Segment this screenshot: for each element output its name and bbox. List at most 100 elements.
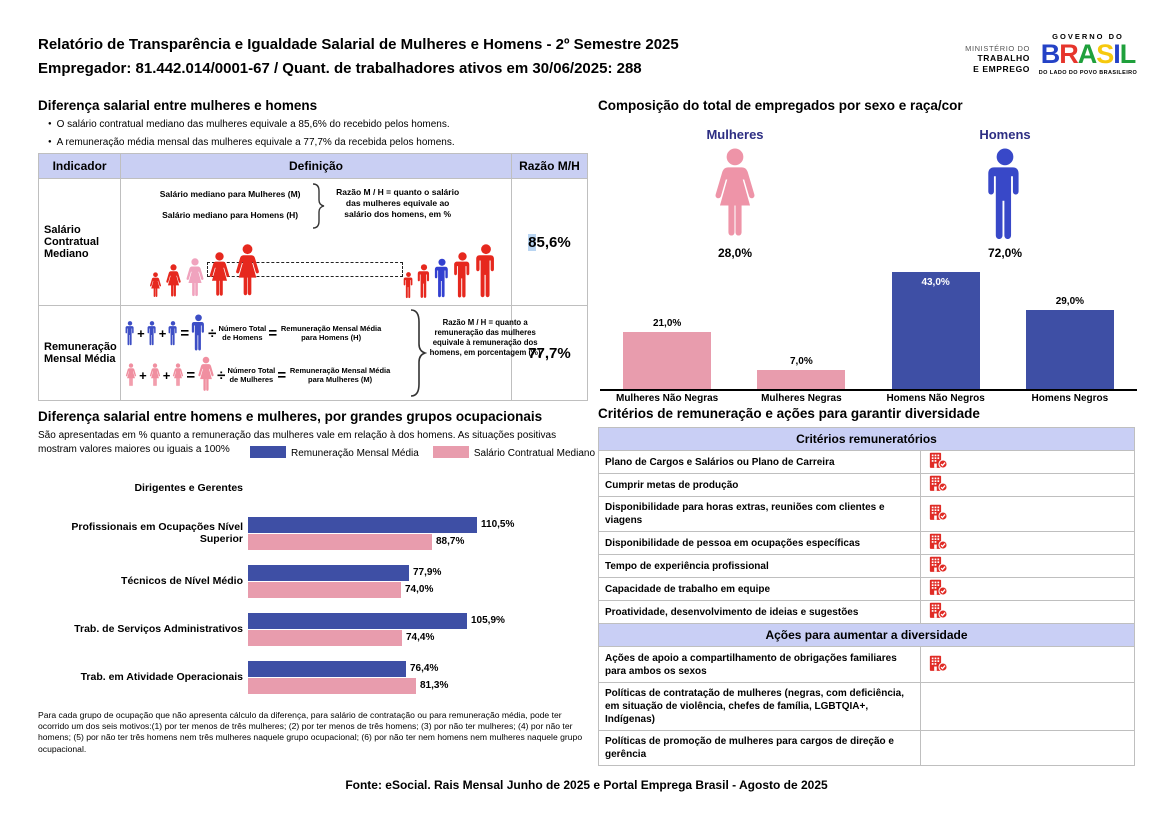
- bar-col-homens-negros: 29,0%: [1003, 296, 1137, 389]
- section-title-occupations: Diferença salarial entre homens e mulher…: [38, 409, 543, 424]
- criteria-row: Proatividade, desenvolvimento de ideias …: [598, 600, 1135, 624]
- criteria-row: Ações de apoio a compartilhamento de obr…: [598, 646, 1135, 683]
- occ-group-tecnicos: Técnicos de Nível Médio 77,9% 74,0%: [38, 557, 588, 605]
- occ-category-label: Técnicos de Nível Médio: [121, 574, 243, 587]
- criteria-row: Disponibilidade para horas extras, reuni…: [598, 496, 1135, 532]
- man-icon: [125, 321, 135, 346]
- man-icon: [453, 252, 472, 299]
- building-check-icon: [929, 579, 948, 596]
- criteria-label: Proatividade, desenvolvimento de ideias …: [598, 600, 921, 624]
- criteria-label: Disponibilidade de pessoa em ocupações e…: [598, 531, 921, 555]
- indicator-table-header-row: Indicador Definição Razão M/H: [37, 153, 589, 179]
- report-title: Relatório de Transparência e Igualdade S…: [38, 36, 679, 53]
- criteria-row: Capacidade de trabalho em equipe: [598, 577, 1135, 601]
- homens-label: Homens: [979, 127, 1031, 142]
- median-definition-lines: Salário mediano para Mulheres (M) Salári…: [151, 189, 309, 231]
- bar-value: 76,4%: [410, 663, 439, 674]
- women-figures-group: [149, 244, 261, 299]
- man-icon: [417, 264, 431, 299]
- criteria-row: Políticas de promoção de mulheres para c…: [598, 730, 1135, 766]
- criteria-row: Políticas de contratação de mulheres (ne…: [598, 682, 1135, 731]
- men-equation: + + = ÷ Número Total de Homens = Remuner…: [125, 312, 392, 354]
- bar: [623, 332, 712, 389]
- bar-value: 29,0%: [1055, 296, 1085, 307]
- occ-category-label: Dirigentes e Gerentes: [134, 481, 243, 494]
- median-figures-row: [149, 244, 497, 299]
- row-salario-contratual-mediano: Salário Contratual Mediano Salário media…: [37, 178, 589, 306]
- criteria-row: Disponibilidade de pessoa em ocupações e…: [598, 531, 1135, 555]
- section-title-criteria: Critérios de remuneração e ações para ga…: [598, 406, 980, 421]
- building-check-icon: [929, 452, 948, 469]
- homens-percentage: 72,0%: [987, 246, 1023, 260]
- bar-value: 77,9%: [413, 567, 442, 578]
- ministry-logo-text: MINISTÉRIO DO TRABALHO E EMPREGO: [925, 44, 1030, 75]
- occ-group-dirigentes: Dirigentes e Gerentes: [38, 467, 588, 509]
- criteria-label: Políticas de contratação de mulheres (ne…: [598, 682, 921, 731]
- bullet-mean-salary: A remuneração média mensal das mulheres …: [48, 137, 455, 148]
- occ-group-administrativos: Trab. de Serviços Administrativos 105,9%…: [38, 605, 588, 653]
- median-ratio-note: Razão M / H = quanto o salário das mulhe…: [336, 187, 460, 220]
- criteria-row: Tempo de experiência profissional: [598, 554, 1135, 578]
- bar-value: 43,0%: [921, 277, 950, 288]
- governo-do-brasil-logo: GOVERNO DO BRASIL DO LADO DO POVO BRASIL…: [1038, 32, 1138, 76]
- criteria-header-row: Critérios remuneratórios: [598, 427, 1135, 451]
- mulheres-percentage: 28,0%: [717, 246, 753, 260]
- woman-icon: [172, 363, 184, 388]
- occupations-bar-chart: Dirigentes e Gerentes Profissionais em O…: [38, 467, 588, 701]
- criteria-label: Políticas de promoção de mulheres para c…: [598, 730, 921, 766]
- composition-category-labels: Mulheres Não Negras Mulheres Negras Home…: [600, 393, 1137, 404]
- women-divisor-label: Número Total de Mulheres: [227, 365, 276, 384]
- occ-category-label: Trab. de Serviços Administrativos: [74, 622, 243, 635]
- woman-icon: [125, 363, 137, 388]
- women-equation: + + = ÷ Número Total de Mulheres = Remun…: [125, 354, 392, 396]
- section-title-composition: Composição do total de empregados por se…: [598, 98, 963, 113]
- legend-swatch-blue: [250, 446, 286, 458]
- men-result-label: Remuneração Mensal Média para Homens (H): [280, 323, 382, 342]
- bar-mediano: [248, 581, 401, 598]
- building-check-icon: [929, 602, 948, 619]
- criteria-label: Tempo de experiência profissional: [598, 554, 921, 578]
- criteria-label: Ações de apoio a compartilhamento de obr…: [598, 646, 921, 683]
- bar-value: 110,5%: [481, 519, 515, 530]
- occ-category-label: Profissionais em Ocupações Nível Superio…: [71, 520, 243, 545]
- bar: 43,0%: [891, 272, 980, 389]
- ratio-value-median: 85,6%: [510, 178, 589, 306]
- ministry-line2: TRABALHO: [977, 53, 1030, 64]
- occupations-legend: Remuneração Mensal Média Salário Contrat…: [250, 446, 595, 459]
- bar-media: [248, 660, 406, 677]
- building-check-icon: [929, 504, 948, 521]
- composition-bar-chart: 21,0% 7,0% 43,0% 29,0%: [600, 256, 1137, 391]
- criteria-label: Disponibilidade para horas extras, reuni…: [598, 496, 921, 532]
- woman-icon: [712, 148, 758, 242]
- man-icon: [191, 314, 206, 352]
- ratio-value-mean: 77,7%: [510, 305, 589, 401]
- legend-label-mediano: Salário Contratual Mediano: [473, 448, 596, 459]
- woman-icon: [234, 244, 261, 299]
- woman-icon: [149, 272, 162, 299]
- col-header-razao: Razão M/H: [510, 153, 589, 179]
- brace-icon: [313, 183, 325, 229]
- man-icon: [986, 148, 1024, 242]
- occupations-footnote: Para cada grupo de ocupação que não apre…: [38, 710, 583, 754]
- legend-swatch-pink: [432, 446, 469, 458]
- source-footer: Fonte: eSocial. Rais Mensal Junho de 202…: [345, 778, 828, 792]
- woman-median-icon: [185, 258, 205, 299]
- bar-value: 105,9%: [471, 615, 505, 626]
- building-check-icon: [929, 556, 948, 573]
- bar-media: [248, 564, 409, 581]
- criteria-header-row: Ações para aumentar a diversidade: [598, 623, 1135, 647]
- ministry-line1: MINISTÉRIO DO: [965, 44, 1030, 53]
- indicator-name: Salário Contratual Mediano: [37, 178, 122, 306]
- man-icon: [147, 321, 157, 346]
- man-icon: [475, 244, 497, 299]
- median-def-women: Salário mediano para Mulheres (M): [159, 189, 301, 199]
- occupations-subtitle: São apresentadas em % quanto a remuneraç…: [38, 430, 557, 455]
- section-title-salary-gap: Diferença salarial entre mulheres e home…: [38, 98, 318, 113]
- occ-group-operacionais: Trab. em Atividade Operacionais 76,4% 81,…: [38, 653, 588, 701]
- cat-label: Mulheres Negras: [761, 393, 842, 404]
- col-header-indicador: Indicador: [37, 153, 122, 179]
- legend-label-media: Remuneração Mensal Média: [291, 448, 419, 459]
- woman-icon: [208, 252, 231, 299]
- man-median-icon: [434, 258, 450, 299]
